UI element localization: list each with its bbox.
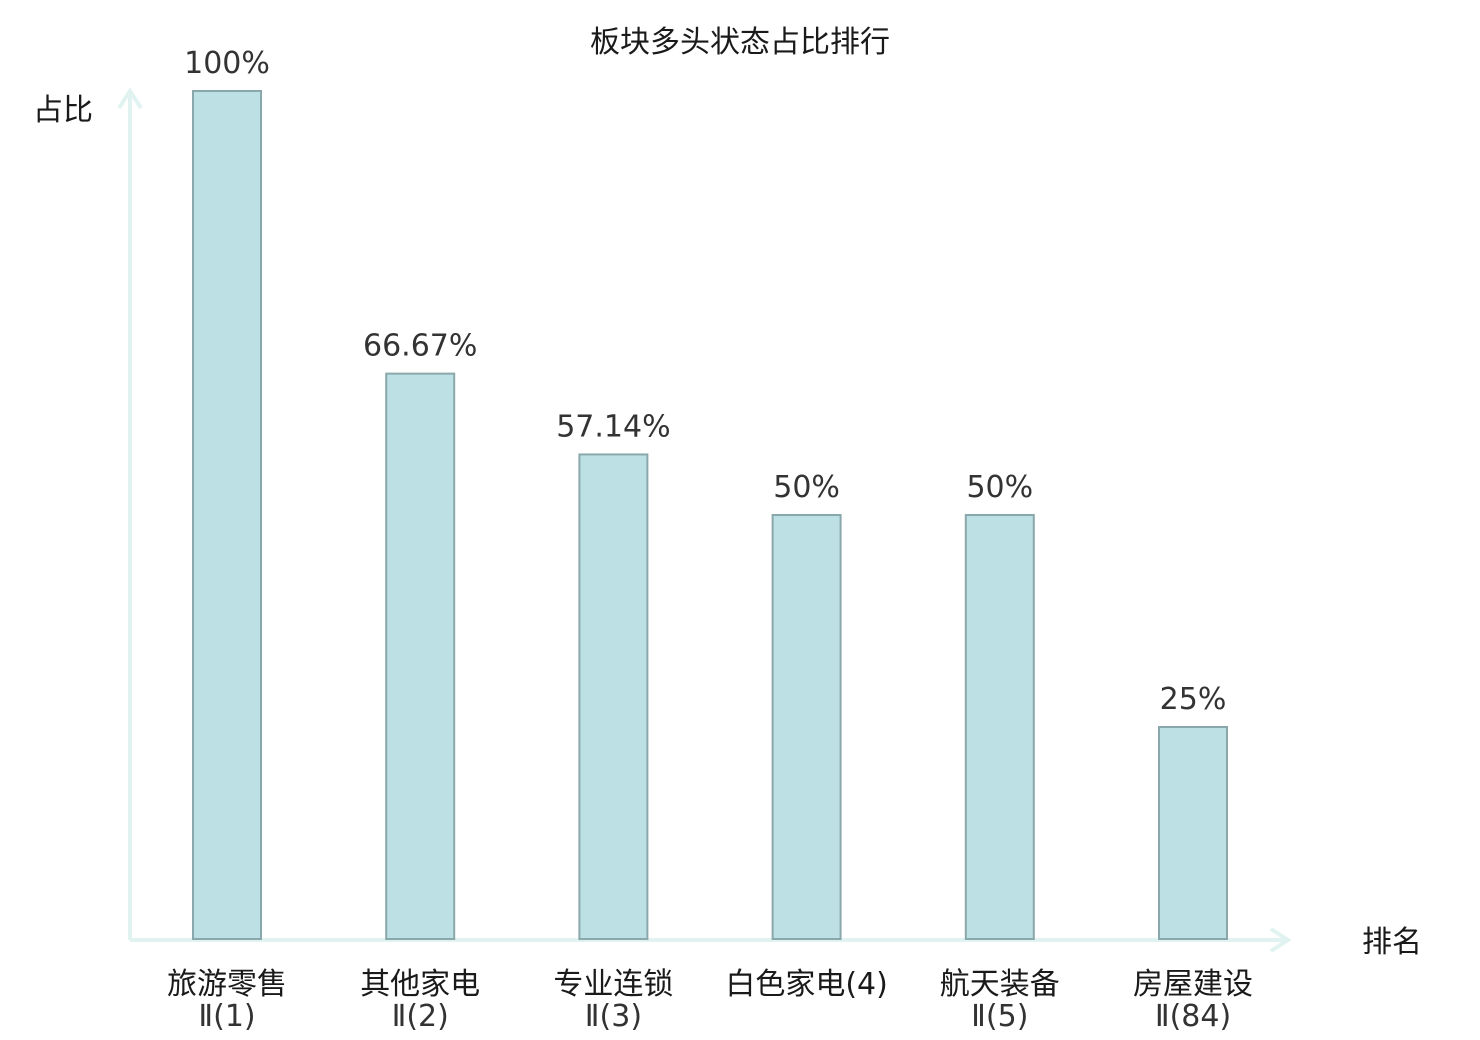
bar-value-label-2: 66.67% (363, 329, 477, 364)
bar-1 (192, 90, 262, 940)
category-sublabel-3: Ⅱ(3) (585, 999, 642, 1034)
category-sublabel-5: Ⅱ(5) (971, 999, 1028, 1034)
category-label-1: 旅游零售 (167, 967, 287, 1002)
y-axis-label: 占比 (33, 93, 93, 128)
bar-6 (1158, 726, 1228, 940)
category-sublabel-6: Ⅱ(84) (1155, 999, 1231, 1034)
bar-2 (385, 372, 456, 940)
category-sublabel-1: Ⅱ(1) (198, 999, 255, 1034)
x-axis-label: 排名 (1362, 925, 1422, 960)
x-axis-arrow (1269, 927, 1292, 953)
category-sublabel-2: Ⅱ(2) (392, 999, 449, 1034)
chart-title: 板块多头状态占比排行 (590, 25, 890, 60)
bar-value-label-1: 100% (184, 46, 270, 81)
category-label-2: 其他家电 (360, 967, 480, 1002)
bar-3 (578, 453, 649, 940)
bar-value-label-3: 57.14% (556, 409, 670, 444)
category-label-5: 航天装备 (940, 967, 1060, 1002)
category-label-3: 专业连锁 (553, 967, 673, 1002)
bar-labels-group: 100% 66.67% 57.14% 50% 50% 25% (184, 46, 1226, 717)
bars-group (192, 90, 1228, 940)
bar-5 (964, 514, 1035, 940)
category-label-4: 白色家电(4) (725, 967, 888, 1002)
category-label-6: 房屋建设 (1133, 967, 1253, 1002)
bar-value-label-6: 25% (1160, 682, 1227, 717)
bar-4 (771, 514, 842, 940)
y-axis-arrow (117, 87, 143, 110)
bar-value-label-4: 50% (773, 470, 840, 505)
bar-value-label-5: 50% (966, 470, 1033, 505)
